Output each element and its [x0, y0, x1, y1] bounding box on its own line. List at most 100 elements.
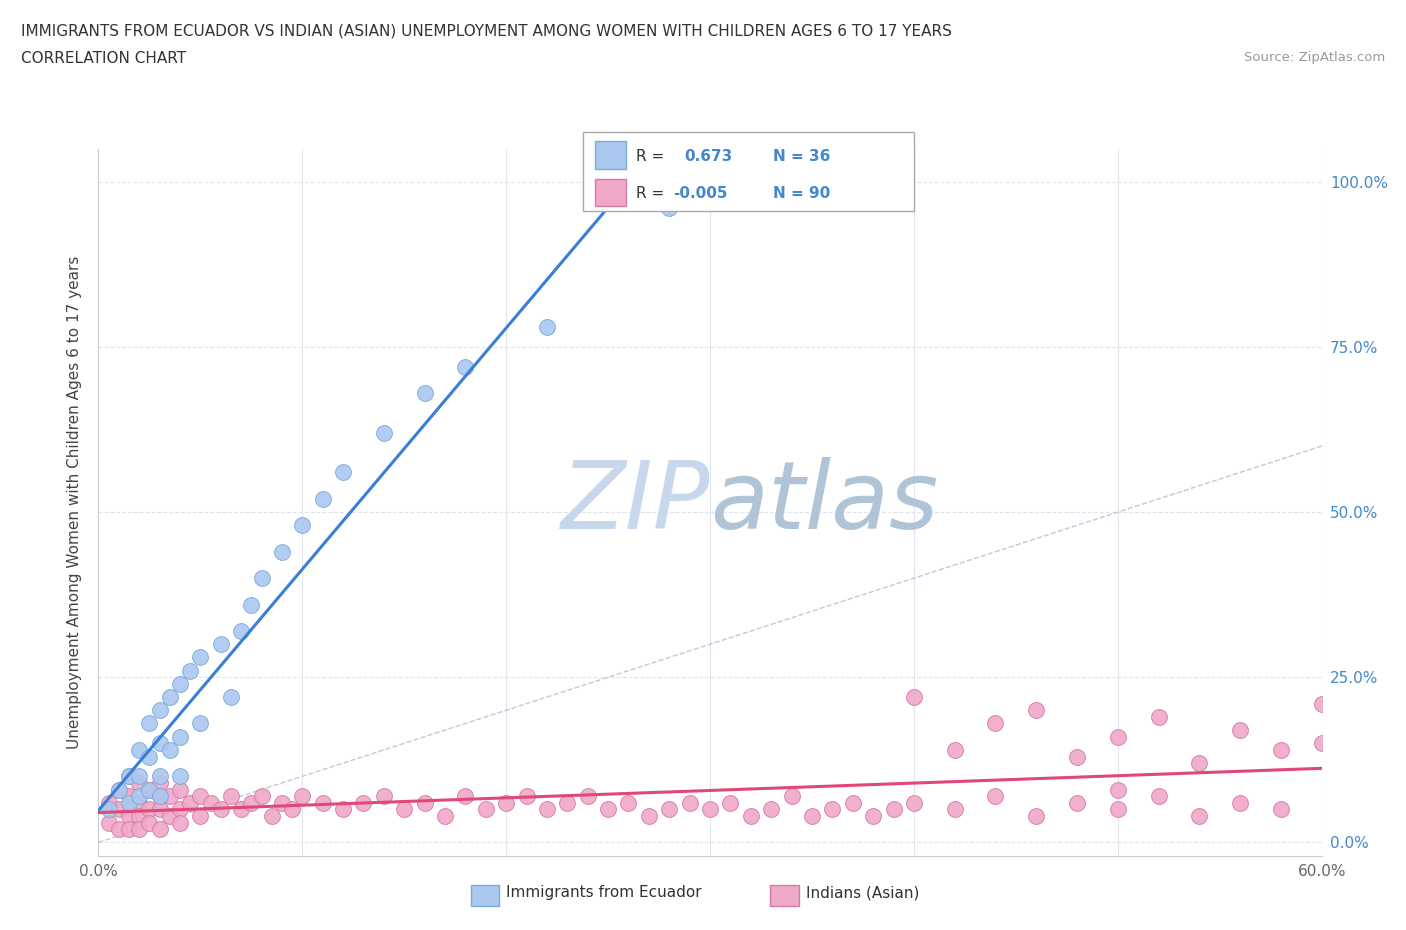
Point: [188, 716, 212, 731]
Point: [118, 822, 141, 837]
Point: [169, 676, 191, 691]
Point: [658, 802, 681, 817]
Point: [495, 795, 517, 810]
Point: [740, 808, 762, 823]
Point: [270, 795, 294, 810]
Point: [149, 703, 172, 718]
Point: [128, 742, 150, 757]
Point: [1107, 802, 1129, 817]
Point: [149, 789, 172, 804]
Point: [373, 789, 395, 804]
Point: [108, 782, 131, 797]
Point: [149, 822, 172, 837]
Point: [1066, 749, 1088, 764]
Point: [219, 690, 242, 705]
Point: [169, 729, 191, 744]
Point: [1188, 756, 1211, 771]
Point: [413, 795, 436, 810]
Point: [138, 782, 160, 797]
Point: [903, 795, 925, 810]
Point: [841, 795, 863, 810]
Point: [138, 802, 160, 817]
Point: [118, 795, 141, 810]
Point: [188, 808, 212, 823]
Point: [108, 802, 131, 817]
Point: [516, 789, 538, 804]
Point: [149, 776, 172, 790]
Point: [260, 808, 283, 823]
Point: [658, 201, 681, 216]
Point: [118, 769, 141, 784]
Point: [250, 571, 273, 586]
Point: [270, 544, 294, 559]
Y-axis label: Unemployment Among Women with Children Ages 6 to 17 years: Unemployment Among Women with Children A…: [66, 256, 82, 749]
Point: [862, 808, 884, 823]
Point: [149, 789, 172, 804]
Point: [179, 795, 201, 810]
Point: [97, 815, 120, 830]
Point: [454, 789, 477, 804]
Point: [138, 782, 160, 797]
Text: CORRELATION CHART: CORRELATION CHART: [21, 51, 186, 66]
Text: N = 36: N = 36: [773, 149, 831, 164]
Point: [1310, 697, 1333, 711]
Point: [1270, 802, 1292, 817]
Point: [128, 789, 150, 804]
Point: [312, 795, 335, 810]
Point: [454, 359, 477, 374]
Point: [209, 802, 232, 817]
Point: [1107, 782, 1129, 797]
Point: [138, 716, 160, 731]
Point: [392, 802, 416, 817]
Point: [679, 795, 702, 810]
Point: [984, 716, 1007, 731]
Point: [118, 789, 141, 804]
Point: [1229, 795, 1251, 810]
Point: [128, 769, 150, 784]
Point: [200, 795, 222, 810]
Point: [332, 465, 354, 480]
Point: [281, 802, 304, 817]
Point: [1025, 808, 1047, 823]
Point: [536, 320, 558, 335]
Point: [231, 802, 253, 817]
Text: R =: R =: [636, 149, 664, 164]
Point: [138, 815, 160, 830]
Text: Indians (Asian): Indians (Asian): [806, 885, 920, 900]
Point: [1310, 736, 1333, 751]
Point: [1066, 795, 1088, 810]
Text: atlas: atlas: [710, 457, 938, 548]
Text: 0.673: 0.673: [685, 149, 733, 164]
Text: R =: R =: [636, 186, 664, 201]
Point: [1188, 808, 1211, 823]
Point: [128, 808, 150, 823]
Point: [1025, 703, 1047, 718]
Point: [118, 808, 141, 823]
Point: [209, 637, 232, 652]
Point: [250, 789, 273, 804]
Point: [97, 795, 120, 810]
Point: [169, 782, 191, 797]
Point: [128, 822, 150, 837]
Point: [434, 808, 457, 823]
Point: [352, 795, 374, 810]
Point: [159, 789, 181, 804]
Text: -0.005: -0.005: [673, 186, 728, 201]
Point: [291, 789, 314, 804]
Point: [159, 808, 181, 823]
Point: [240, 795, 263, 810]
Point: [108, 782, 131, 797]
Point: [1147, 710, 1170, 724]
Point: [149, 769, 172, 784]
Point: [312, 491, 335, 506]
Point: [720, 795, 742, 810]
Point: [219, 789, 242, 804]
Point: [231, 624, 253, 639]
Point: [159, 742, 181, 757]
Point: [883, 802, 905, 817]
Text: ZIP: ZIP: [561, 457, 710, 548]
Point: [576, 789, 599, 804]
Point: [332, 802, 354, 817]
Point: [1229, 723, 1251, 737]
Point: [240, 597, 263, 612]
